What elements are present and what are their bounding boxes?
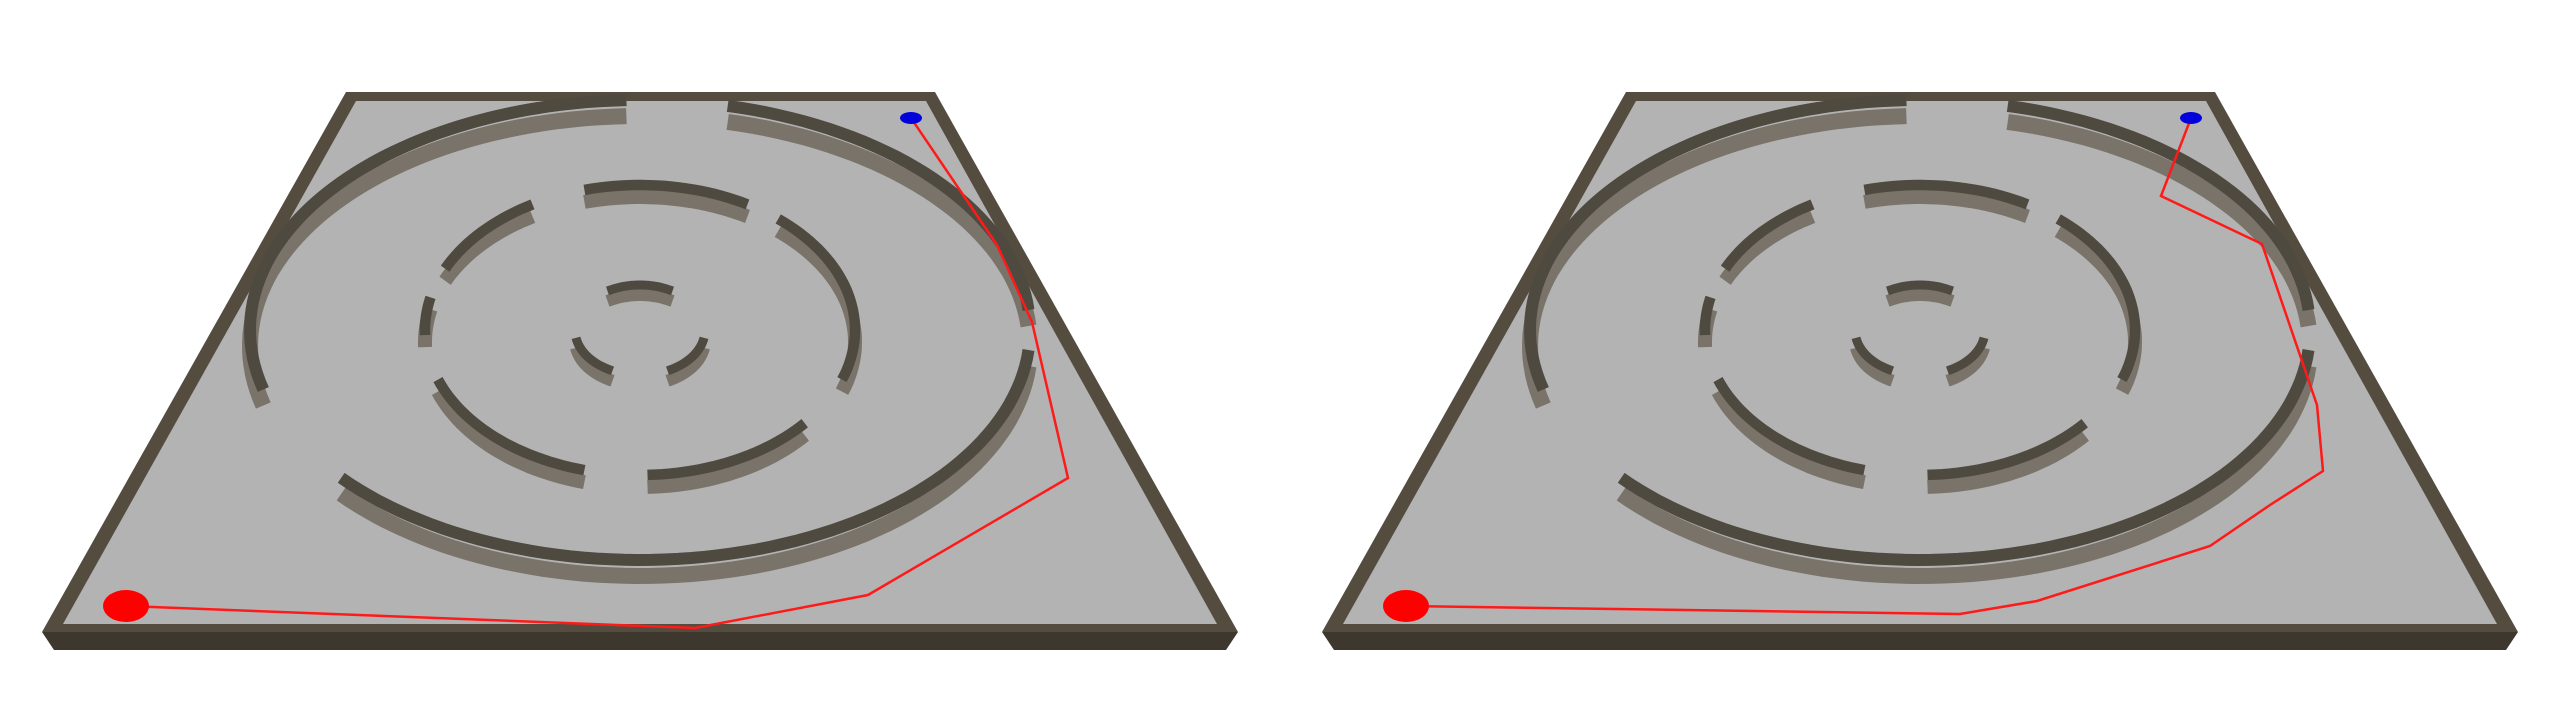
floor-surface [1343, 101, 2497, 624]
middle-ring-wall-side-4 [431, 388, 586, 489]
middle-ring-wall-side-4 [1711, 388, 1866, 489]
middle-ring-wall-5 [1699, 295, 1716, 336]
floor-surface [63, 101, 1217, 624]
inner-ring-wall-1 [666, 336, 709, 376]
outer-ring-wall-side-2 [1616, 364, 2317, 585]
floor-plate [42, 92, 1238, 650]
start-marker [1383, 590, 1429, 622]
maze-panel-right [1280, 0, 2560, 720]
inner-ring-wall-side-2 [1850, 346, 1895, 387]
planned-path [1405, 117, 2325, 616]
inner-ring [1850, 280, 1990, 387]
inner-ring-wall-2 [1851, 336, 1894, 376]
outer-ring-wall-2 [337, 348, 1035, 567]
middle-ring-wall-side-1 [583, 190, 750, 223]
middle-ring [1698, 179, 2143, 494]
maze-scene [1322, 92, 2518, 650]
middle-ring-wall-side-1 [1863, 190, 2030, 223]
middle-ring-wall-1 [583, 179, 750, 210]
inner-ring-wall-side-0 [1885, 289, 1955, 307]
middle-ring-wall-side-3 [1927, 429, 2089, 494]
inner-ring-wall-2 [571, 336, 614, 376]
inner-ring-wall-side-2 [570, 346, 615, 387]
inner-ring-wall-0 [1886, 280, 1954, 296]
outer-ring-wall-2 [1617, 348, 2315, 567]
middle-ring-wall-1 [1863, 179, 2030, 210]
middle-ring-wall-4 [433, 377, 586, 476]
inner-ring [570, 280, 710, 387]
outer-ring-wall-3 [1524, 101, 1821, 392]
middle-ring-wall-0 [1720, 199, 1815, 272]
maze-panel-left [42, 92, 1238, 650]
middle-ring-wall-4 [1713, 377, 1866, 476]
outer-ring [1522, 94, 2317, 585]
middle-ring-wall-2 [2055, 214, 2141, 383]
floor-edge [1322, 632, 2518, 650]
floor-edge [42, 632, 1238, 650]
middle-ring [418, 179, 863, 494]
start-marker [103, 590, 149, 622]
outer-ring-wall-side-1 [2006, 113, 2317, 328]
outer-ring-wall-1 [2006, 99, 2315, 312]
outer-ring-wall-side-2 [336, 364, 1037, 585]
outer-ring-wall-1 [726, 99, 1035, 312]
middle-ring-wall-side-0 [439, 209, 536, 285]
outer-ring-wall-3 [244, 101, 541, 392]
maze-scene [42, 92, 1238, 650]
inner-ring-wall-side-1 [665, 346, 710, 387]
goal-marker [900, 112, 922, 124]
inner-ring-wall-side-0 [605, 289, 675, 307]
planned-path [125, 117, 1070, 630]
middle-ring-wall-0 [440, 199, 535, 272]
inner-ring-wall-0 [606, 280, 674, 296]
goal-marker [2180, 112, 2202, 124]
middle-ring-wall-3 [1927, 419, 2088, 481]
middle-ring-wall-5 [419, 295, 436, 336]
middle-ring-wall-side-0 [1719, 209, 1816, 285]
floor-plate [1322, 92, 2518, 650]
middle-ring-wall-side-3 [647, 429, 809, 494]
inner-ring-wall-side-1 [1945, 346, 1990, 387]
middle-ring-wall-3 [647, 419, 808, 481]
middle-ring-wall-2 [775, 214, 861, 383]
inner-ring-wall-1 [1946, 336, 1989, 376]
